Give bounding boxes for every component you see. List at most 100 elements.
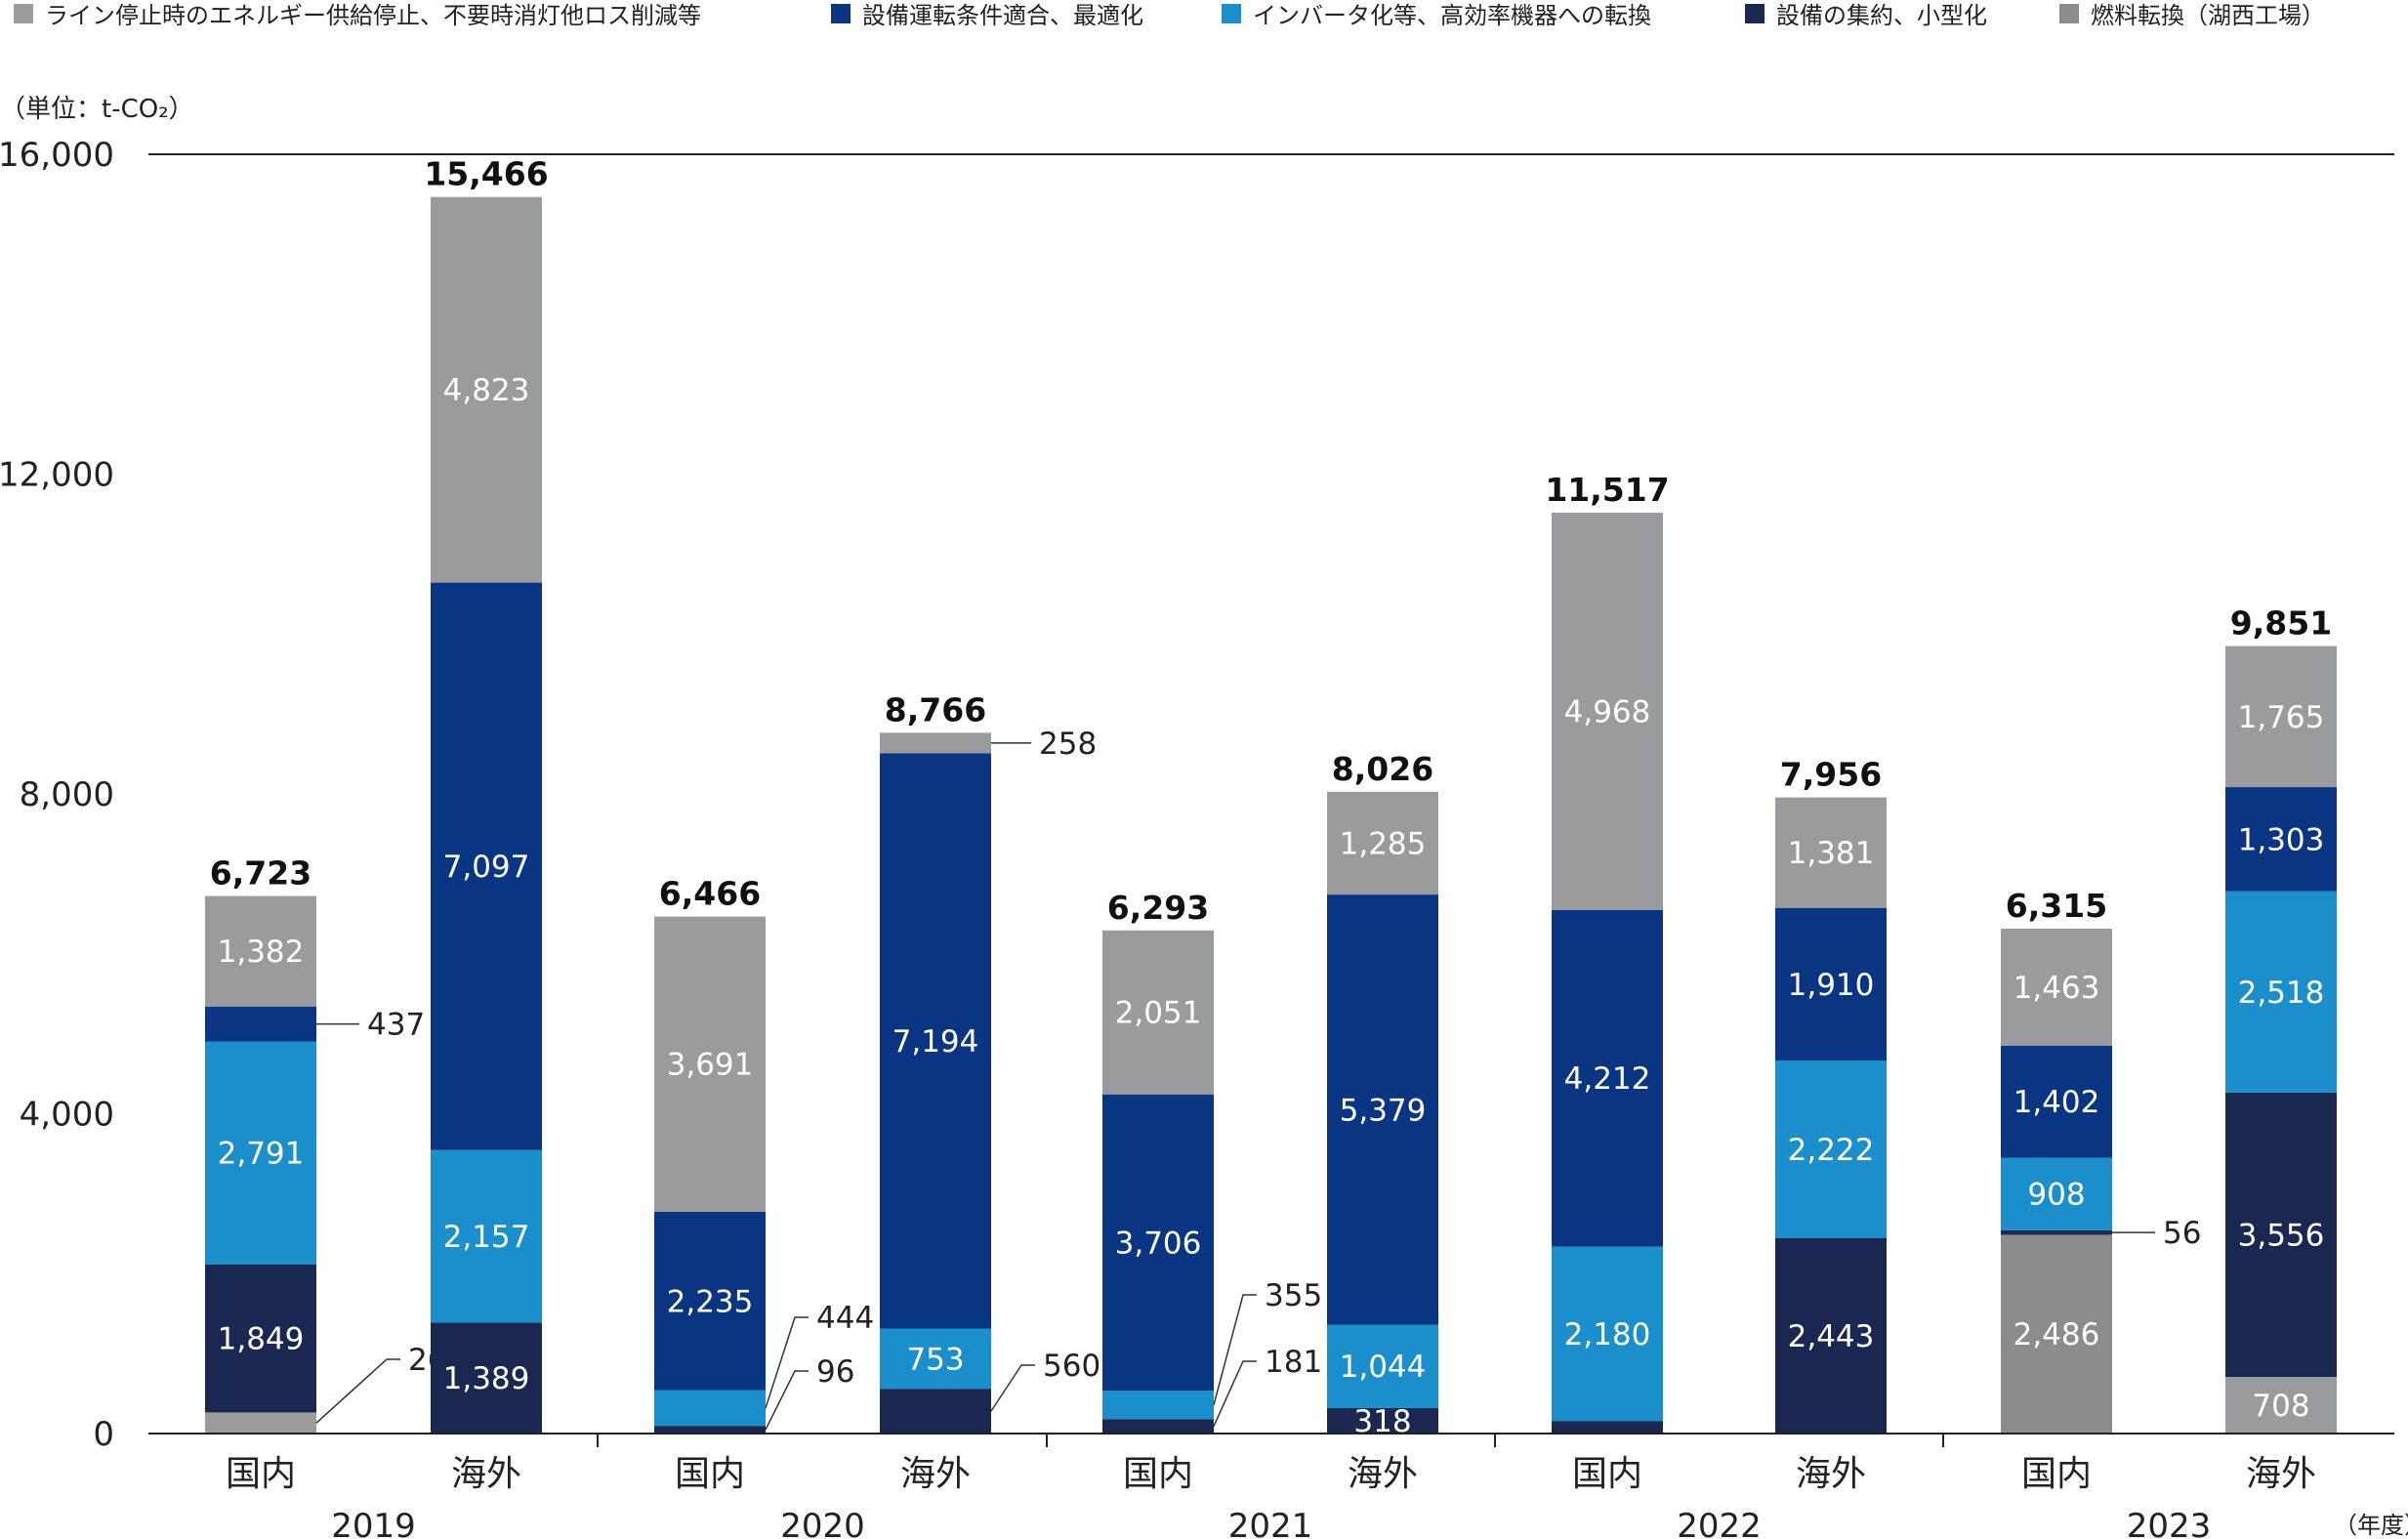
segment-label: 1,382 bbox=[218, 935, 305, 970]
bar-segment-opt bbox=[1775, 907, 1887, 1061]
callout-label: 96 bbox=[816, 1354, 854, 1390]
legend-swatch bbox=[831, 4, 851, 23]
legend-label: ライン停止時のエネルギー供給停止、不要時消灯他ロス削減等 bbox=[45, 2, 701, 29]
bar-segment-line bbox=[2225, 645, 2337, 788]
bar-2023-海外: 708 3,556 2,518 1,303 1,765 9,851 海外 bbox=[2225, 604, 2337, 1494]
unit-label: （単位：t-CO₂） bbox=[0, 95, 194, 124]
bar-2023-国内: 2,486 56 908 1,402 1,463 6,315 国内 bbox=[2001, 887, 2201, 1494]
bar-segment-line bbox=[1327, 791, 1438, 895]
total-label: 8,026 bbox=[1332, 750, 1433, 788]
legend-label: 燃料転換（湖西工場） bbox=[2091, 2, 2325, 29]
category-label: 海外 bbox=[1796, 1454, 1866, 1494]
segment-label: 753 bbox=[906, 1342, 964, 1377]
callout-label: 444 bbox=[816, 1301, 874, 1336]
category-label: 海外 bbox=[1348, 1454, 1418, 1494]
segment-label: 1,463 bbox=[2014, 971, 2100, 1006]
bar-segment-inv bbox=[1102, 1391, 1214, 1420]
callout-label: 56 bbox=[2163, 1216, 2201, 1251]
segment-label: 4,212 bbox=[1564, 1061, 1651, 1097]
y-tick-label: 4,000 bbox=[20, 1096, 114, 1135]
legend-swatch bbox=[1745, 4, 1764, 23]
bar-segment-opt bbox=[1327, 894, 1438, 1325]
segment-label: 1,910 bbox=[1788, 968, 1875, 1003]
segment-label: 3,556 bbox=[2238, 1218, 2325, 1253]
bar-segment-opt bbox=[654, 1211, 766, 1391]
bar-2019-海外: 1,389 2,157 7,097 4,823 15,466 海外 bbox=[424, 155, 548, 1494]
bar-segment-cons bbox=[205, 1264, 316, 1413]
segment-label: 2,235 bbox=[667, 1284, 754, 1319]
bar-segment-line bbox=[431, 196, 542, 583]
bar-segment-cons bbox=[2001, 1229, 2112, 1235]
year-label: 2023 bbox=[2127, 1507, 2212, 1539]
callout-line bbox=[315, 1358, 400, 1424]
segment-label: 5,379 bbox=[1340, 1093, 1427, 1128]
bar-2022-国内: 2,180 4,212 4,968 11,517 国内 bbox=[1545, 471, 1669, 1494]
category-label: 国内 bbox=[675, 1454, 745, 1494]
year-label: 2019 bbox=[331, 1507, 416, 1539]
year-label: 2022 bbox=[1677, 1507, 1762, 1539]
callout-line bbox=[765, 1370, 809, 1431]
bar-2021-国内: 181 355 3,706 2,051 6,293 国内 bbox=[1102, 889, 1322, 1494]
segment-label: 1,303 bbox=[2238, 822, 2325, 857]
y-axis: 0 4,000 8,000 12,000 16,000 bbox=[0, 136, 2394, 1454]
bar-segment-opt bbox=[1102, 1094, 1214, 1392]
segment-label: 2,180 bbox=[1564, 1317, 1651, 1352]
segment-label: 2,791 bbox=[218, 1137, 305, 1172]
bar-segment-inv bbox=[2225, 891, 2337, 1093]
legend-label: 設備運転条件適合、最適化 bbox=[862, 2, 1143, 29]
bar-segment-opt bbox=[431, 582, 542, 1150]
y-tick-label: 16,000 bbox=[0, 136, 114, 175]
callout-label: 355 bbox=[1265, 1278, 1322, 1313]
segment-label: 7,097 bbox=[443, 850, 530, 885]
segment-label: 908 bbox=[2027, 1178, 2085, 1213]
total-label: 8,766 bbox=[885, 690, 986, 728]
bar-segment-opt bbox=[2225, 787, 2337, 892]
bar-segment-line bbox=[1552, 513, 1663, 910]
bar-segment-inv bbox=[431, 1149, 542, 1323]
bar-segment-cons bbox=[654, 1426, 766, 1434]
bar-segment-opt bbox=[1552, 909, 1663, 1247]
callout-label: 437 bbox=[367, 1008, 425, 1043]
y-tick-label: 0 bbox=[93, 1415, 114, 1454]
bar-segment-cons bbox=[1775, 1237, 1887, 1434]
total-label: 9,851 bbox=[2230, 604, 2332, 643]
x-axis: 2019 2020 2021 2022 2023 bbox=[148, 1433, 2394, 1539]
category-label: 国内 bbox=[2021, 1454, 2092, 1494]
segment-label: 3,706 bbox=[1115, 1226, 1202, 1261]
bar-segment-inv bbox=[654, 1390, 766, 1427]
bar-segment-inv bbox=[1327, 1324, 1438, 1408]
bar-segment-line bbox=[205, 1412, 316, 1434]
legend-swatch bbox=[2059, 4, 2079, 23]
total-label: 6,315 bbox=[2006, 887, 2107, 925]
segment-label: 7,194 bbox=[893, 1024, 979, 1060]
bar-segment-line bbox=[1102, 930, 1214, 1095]
segment-label: 708 bbox=[2252, 1389, 2309, 1424]
callout-line bbox=[990, 1364, 1035, 1412]
callout-label: 181 bbox=[1265, 1345, 1322, 1380]
legend: ライン停止時のエネルギー供給停止、不要時消灯他ロス削減等 設備運転条件適合、最適化… bbox=[14, 2, 2325, 29]
segment-label: 4,968 bbox=[1564, 694, 1651, 729]
bar-segment-line bbox=[880, 732, 991, 754]
bar-segment-line bbox=[205, 895, 316, 1007]
legend-swatch bbox=[1222, 4, 1241, 23]
category-label: 海外 bbox=[451, 1454, 521, 1494]
bar-segment-cons bbox=[431, 1322, 542, 1434]
year-label: 2020 bbox=[780, 1507, 865, 1539]
callout-line bbox=[765, 1316, 809, 1409]
segment-label: 2,486 bbox=[2014, 1317, 2100, 1352]
segment-label: 2,518 bbox=[2238, 976, 2325, 1011]
bar-segment-cons bbox=[2225, 1092, 2337, 1378]
y-tick-label: 12,000 bbox=[0, 456, 114, 495]
bar-2020-海外: 560 753 7,194 258 8,766 海外 bbox=[880, 690, 1100, 1494]
total-label: 15,466 bbox=[424, 155, 548, 193]
segment-label: 1,381 bbox=[1788, 836, 1875, 871]
bar-segment-fuel bbox=[2001, 1234, 2112, 1434]
bar-segment-line bbox=[1775, 797, 1887, 908]
callout-line bbox=[1213, 1294, 1257, 1405]
segment-label: 1,402 bbox=[2014, 1085, 2100, 1120]
bar-segment-line bbox=[2001, 928, 2112, 1046]
total-label: 7,956 bbox=[1780, 756, 1882, 794]
